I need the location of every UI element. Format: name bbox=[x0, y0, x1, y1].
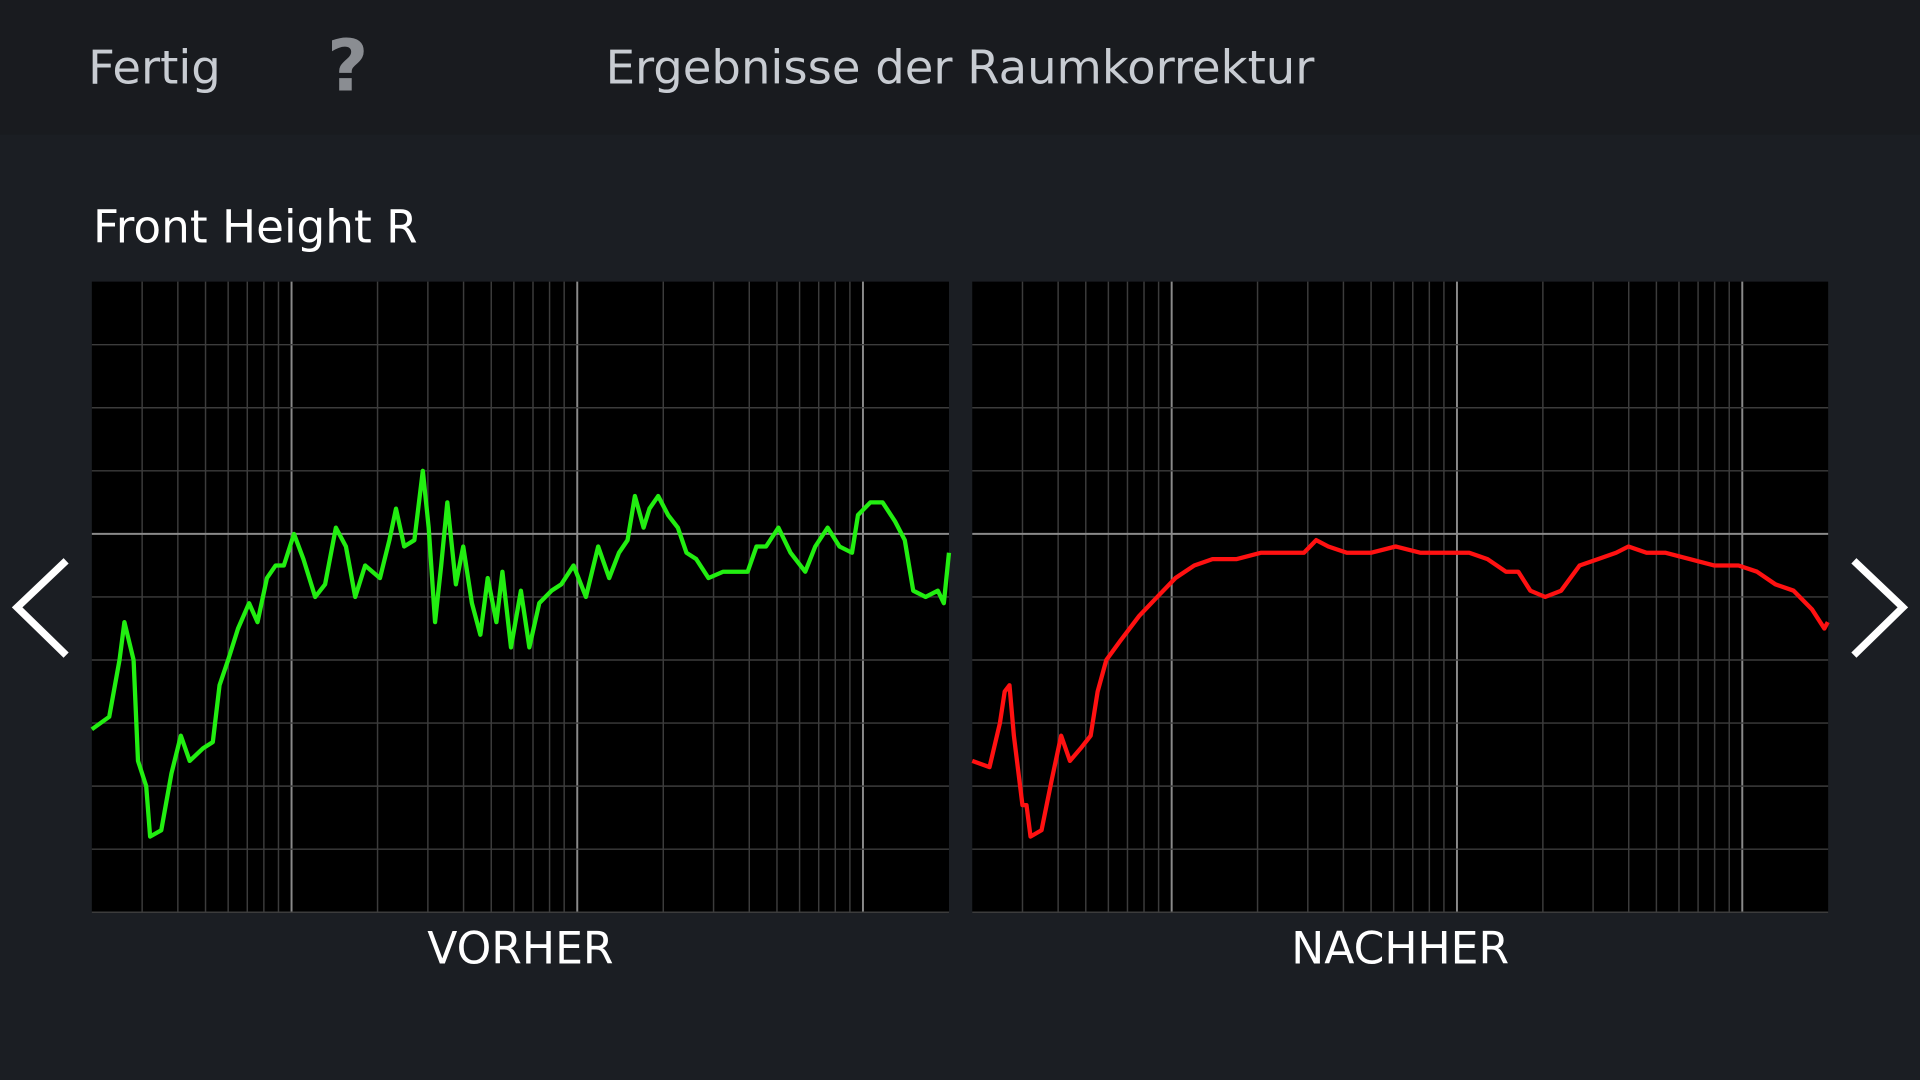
chart-caption: NACHHER bbox=[1291, 923, 1509, 974]
help-button[interactable]: ? bbox=[327, 25, 368, 108]
next-arrow[interactable] bbox=[1851, 558, 1909, 658]
done-button[interactable]: Fertig bbox=[88, 41, 221, 95]
response-curve bbox=[971, 537, 1830, 839]
response-curve bbox=[90, 468, 952, 839]
header-bar bbox=[0, 0, 1920, 135]
header-title: Ergebnisse der Raumkorrektur bbox=[606, 41, 1316, 95]
previous-arrow[interactable] bbox=[11, 558, 69, 658]
chart-caption: VORHER bbox=[427, 923, 613, 974]
section-title: Front Height R bbox=[93, 201, 418, 254]
